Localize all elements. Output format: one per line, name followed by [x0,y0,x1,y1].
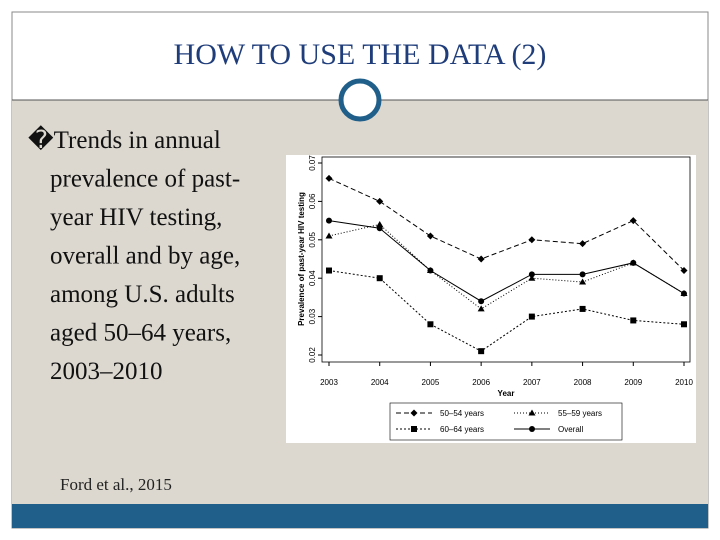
x-tick-label: 2005 [422,378,440,387]
bullet-line: prevalence of past- [50,166,240,193]
marker [376,275,383,282]
marker [528,409,536,416]
marker [529,426,535,432]
marker [478,298,485,305]
bullet-text: �Trends in annual prevalence of past-year… [28,125,240,385]
series-line [328,177,685,271]
marker [680,267,688,275]
y-axis-label: Prevalence of past-year HIV testing [297,192,306,326]
bullet-line: �Trends in annual [28,125,221,154]
marker [528,274,536,281]
marker [427,267,434,274]
x-tick-label: 2008 [574,378,592,387]
y-tick-label: 0.03 [308,308,317,324]
x-tick-label: 2004 [371,378,389,387]
legend-label: Overall [558,425,584,434]
legend-box [389,402,623,441]
marker [528,271,535,278]
x-tick-label: 2006 [472,378,490,387]
series-line [328,223,685,310]
slide-title: HOW TO USE THE DATA (2) [174,38,547,71]
marker [478,348,485,355]
x-tick-label: 2009 [624,378,642,387]
chart-image [286,155,696,443]
y-tick-label: 0.07 [308,155,317,171]
marker [376,197,384,205]
marker [579,305,586,312]
y-tick-label: 0.05 [308,231,317,247]
series-line [328,220,685,302]
marker [426,232,434,240]
marker [427,321,434,328]
marker [326,267,332,274]
marker [681,321,687,328]
marker [411,426,417,432]
marker [325,232,333,239]
divider-circle [338,78,382,122]
x-tick-label: 2010 [675,378,693,387]
y-tick-label: 0.02 [308,347,317,363]
marker [681,290,687,297]
y-tick-label: 0.04 [308,270,317,286]
bullet-line: among U.S. adults [50,281,235,308]
x-axis-label: Year [498,389,515,398]
legend-label: 60–64 years [440,425,484,434]
marker [477,255,485,263]
marker [477,305,485,312]
marker [325,174,333,182]
footer-bar [12,504,708,528]
marker [630,259,637,266]
y-tick-label: 0.06 [308,193,317,209]
x-tick-label: 2007 [523,378,541,387]
bullet-line: aged 50–64 years, [50,320,231,347]
marker [528,236,536,244]
series-line [328,270,685,352]
plot-frame [321,156,691,363]
legend-label: 55–59 years [558,409,602,418]
bullet-line: overall and by age, [50,243,240,270]
marker [579,240,587,248]
marker [579,278,587,285]
marker [376,225,383,232]
marker [410,409,418,417]
chart: 0.02 0.03 0.04 0.05 0.06 0.07 2003 2004 2005 2006… [297,155,693,441]
marker [629,217,637,225]
bullet-line: year HIV testing, [50,204,222,231]
x-tick-label: 2003 [320,378,338,387]
marker [630,317,637,324]
marker [326,217,332,224]
bullet-line: 2003–2010 [50,358,163,385]
citation: Ford et al., 2015 [60,475,172,494]
marker [579,271,586,278]
marker [376,220,384,227]
legend-label: 50–54 years [440,409,484,418]
marker [528,313,535,320]
